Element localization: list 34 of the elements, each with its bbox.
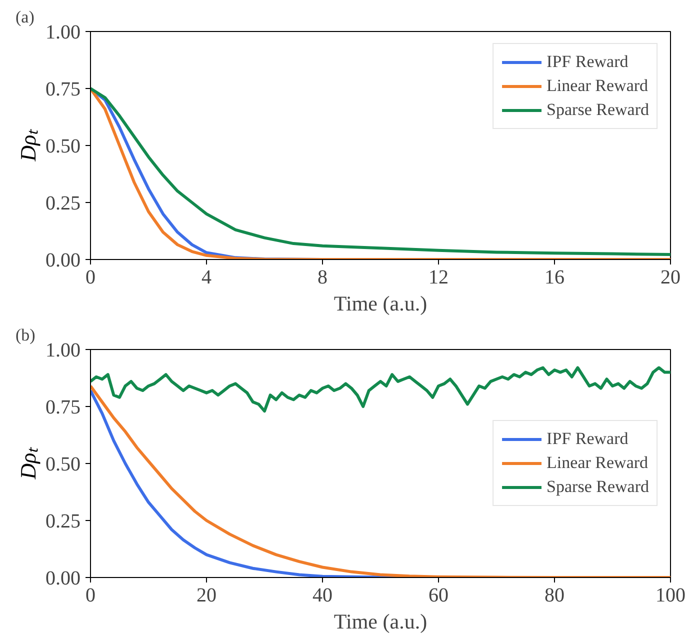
y-axis-title: Dρₜ [16, 446, 40, 480]
x-axis-title: Time (a.u.) [334, 292, 428, 316]
chart-title: (a) [16, 8, 34, 26]
x-tick-label: 12 [428, 266, 448, 288]
legend-label: Linear Reward [546, 76, 648, 96]
y-tick-label: 0.50 [46, 454, 80, 476]
x-tick-label: 60 [428, 584, 448, 606]
x-tick-label: 0 [86, 584, 96, 606]
y-tick-label: 0.00 [46, 250, 80, 272]
y-tick-label: 0.50 [46, 136, 80, 158]
y-tick-label: 0.25 [46, 192, 80, 214]
x-tick-label: 100 [656, 584, 686, 606]
x-tick-label: 20 [660, 266, 680, 288]
x-tick-label: 0 [86, 266, 96, 288]
legend-label: Sparse Reward [546, 100, 649, 120]
x-tick-label: 40 [312, 584, 332, 606]
y-axis-title: Dρₜ [16, 128, 40, 162]
y-tick-label: 1.00 [46, 22, 80, 44]
x-tick-label: 4 [202, 266, 212, 288]
x-axis-title: Time (a.u.) [334, 610, 428, 634]
x-tick-label: 8 [318, 266, 328, 288]
legend-label: Sparse Reward [546, 477, 649, 497]
x-tick-label: 80 [544, 584, 564, 606]
legend-label: IPF Reward [546, 429, 628, 449]
y-tick-label: 0.75 [46, 396, 80, 418]
y-tick-label: 1.00 [46, 340, 80, 362]
x-tick-label: 16 [544, 266, 564, 288]
chart-title: (b) [16, 326, 36, 344]
y-tick-label: 0.25 [46, 510, 80, 532]
legend-label: IPF Reward [546, 52, 628, 72]
y-tick-label: 0.75 [46, 78, 80, 100]
y-tick-label: 0.00 [46, 568, 80, 590]
legend-label: Linear Reward [546, 453, 648, 473]
x-tick-label: 20 [196, 584, 216, 606]
